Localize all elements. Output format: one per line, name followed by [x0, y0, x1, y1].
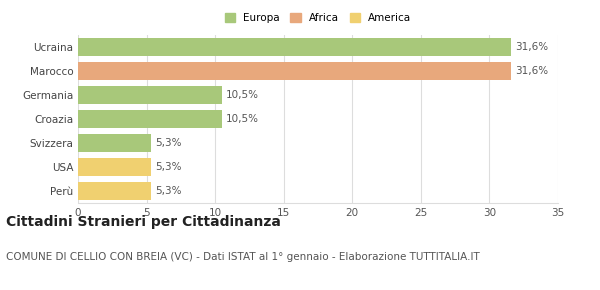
Bar	[78, 158, 151, 176]
Bar	[78, 38, 511, 56]
Text: 5,3%: 5,3%	[155, 186, 181, 196]
Text: 10,5%: 10,5%	[226, 114, 259, 124]
Text: 10,5%: 10,5%	[226, 90, 259, 100]
Text: 31,6%: 31,6%	[515, 42, 548, 52]
Text: Cittadini Stranieri per Cittadinanza: Cittadini Stranieri per Cittadinanza	[6, 215, 281, 229]
Bar	[78, 62, 511, 80]
Bar	[78, 182, 151, 200]
Text: COMUNE DI CELLIO CON BREIA (VC) - Dati ISTAT al 1° gennaio - Elaborazione TUTTIT: COMUNE DI CELLIO CON BREIA (VC) - Dati I…	[6, 252, 480, 262]
Bar	[78, 110, 222, 128]
Text: 31,6%: 31,6%	[515, 66, 548, 76]
Text: 5,3%: 5,3%	[155, 138, 181, 148]
Bar	[78, 134, 151, 152]
Bar	[78, 86, 222, 104]
Legend: Europa, Africa, America: Europa, Africa, America	[221, 10, 415, 26]
Text: 5,3%: 5,3%	[155, 162, 181, 172]
